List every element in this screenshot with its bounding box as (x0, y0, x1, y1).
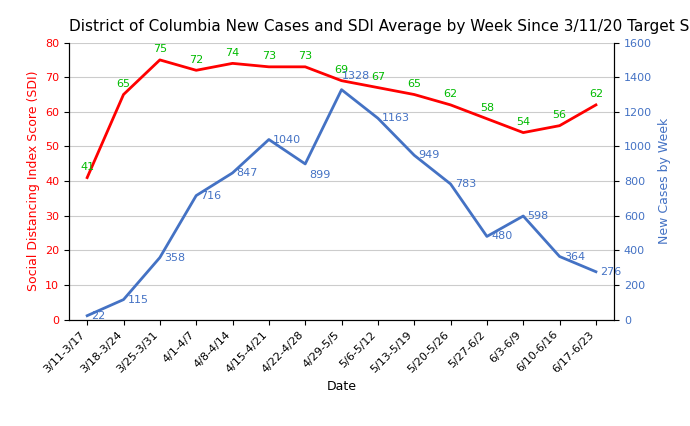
Text: 22: 22 (91, 311, 106, 321)
Text: 1328: 1328 (342, 71, 370, 81)
Text: 62: 62 (589, 89, 603, 99)
Text: 65: 65 (117, 79, 130, 89)
Text: 62: 62 (444, 89, 457, 99)
Text: 899: 899 (309, 170, 331, 180)
Text: 276: 276 (600, 267, 622, 277)
Text: 56: 56 (553, 110, 566, 120)
Text: 115: 115 (128, 295, 148, 305)
Text: 1163: 1163 (382, 113, 410, 123)
Text: 716: 716 (200, 190, 221, 201)
Text: 358: 358 (164, 253, 185, 262)
X-axis label: Date: Date (326, 380, 357, 393)
Text: 598: 598 (527, 211, 549, 221)
Text: 41: 41 (80, 162, 95, 172)
Text: 847: 847 (237, 168, 258, 178)
Text: 73: 73 (298, 51, 313, 61)
Text: 75: 75 (152, 44, 167, 55)
Text: 364: 364 (564, 251, 585, 262)
Text: District of Columbia New Cases and SDI Average by Week Since 3/11/20 Target SDI : District of Columbia New Cases and SDI A… (69, 20, 690, 35)
Text: 73: 73 (262, 51, 276, 61)
Y-axis label: New Cases by Week: New Cases by Week (658, 118, 671, 244)
Text: 480: 480 (491, 231, 513, 242)
Text: 783: 783 (455, 179, 476, 189)
Text: 74: 74 (226, 48, 239, 58)
Text: 58: 58 (480, 103, 494, 113)
Text: 72: 72 (189, 55, 204, 65)
Text: 67: 67 (371, 72, 385, 82)
Text: 1040: 1040 (273, 135, 301, 144)
Y-axis label: Social Distancing Index Score (SDI): Social Distancing Index Score (SDI) (27, 71, 39, 291)
Text: 54: 54 (516, 117, 531, 127)
Text: 949: 949 (418, 150, 440, 160)
Text: 69: 69 (335, 65, 348, 75)
Text: 65: 65 (407, 79, 421, 89)
